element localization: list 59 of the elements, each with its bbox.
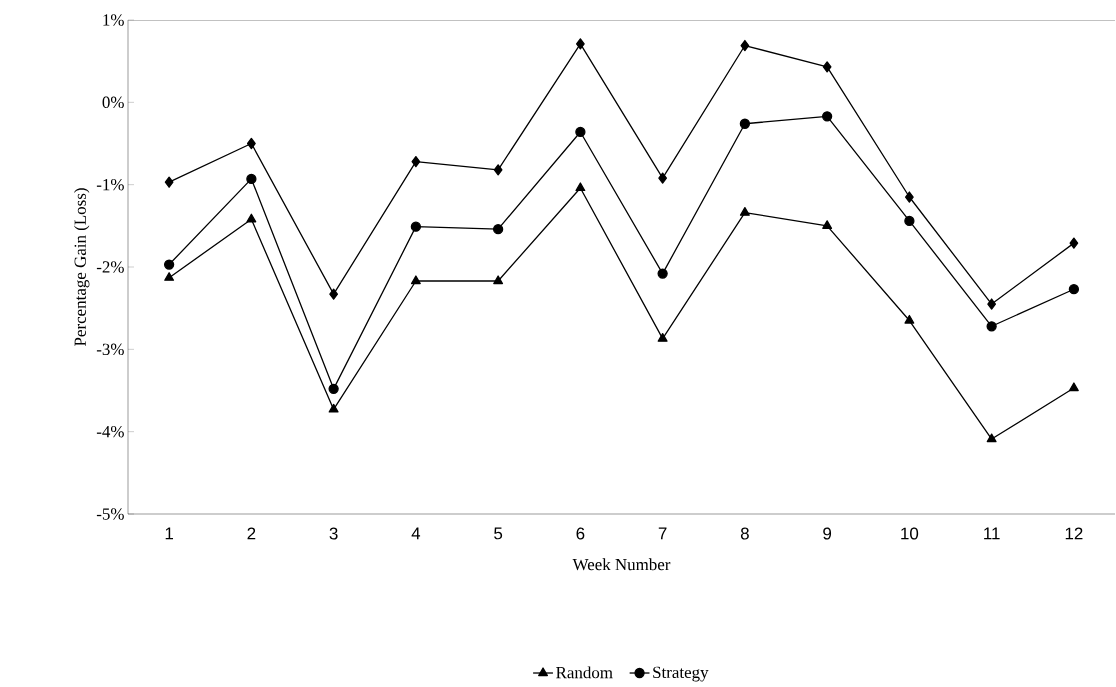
x-tick-label: 7 [658, 527, 667, 540]
point [657, 268, 668, 279]
point [164, 176, 174, 188]
point [328, 383, 339, 394]
y-tick-label: -5% [96, 508, 124, 520]
point [410, 221, 422, 232]
point [163, 259, 175, 270]
x-tick-label: 8 [740, 527, 749, 540]
x-tick-label: 11 [984, 527, 1000, 540]
point [739, 118, 751, 129]
legend-label: Random [556, 666, 613, 679]
point [164, 272, 175, 281]
point [822, 220, 833, 229]
point [822, 61, 832, 73]
point [1068, 284, 1080, 295]
x-tick-label: 10 [901, 527, 919, 540]
point [575, 38, 585, 50]
point [329, 288, 339, 300]
y-tick-label: -1% [96, 178, 124, 191]
y-tick-label: -4% [96, 425, 124, 438]
point [575, 182, 586, 192]
y-tick-label: 0% [102, 96, 124, 109]
y-tick-label: 1% [103, 14, 124, 26]
point [1069, 237, 1079, 249]
point [492, 223, 504, 235]
point [658, 172, 668, 184]
point [493, 164, 503, 176]
point [739, 207, 750, 216]
point [575, 126, 586, 138]
point [904, 215, 915, 227]
point [740, 39, 750, 52]
y-tick-label: -2% [96, 261, 124, 273]
x-tick-label: 2 [247, 527, 256, 540]
x-tick-label: 6 [576, 527, 585, 540]
point [246, 137, 256, 150]
point [904, 314, 915, 324]
point [657, 332, 668, 342]
x-tick-label: 12 [1065, 527, 1083, 540]
point [986, 321, 997, 332]
x-tick-label: 5 [494, 527, 503, 540]
point [904, 191, 914, 203]
point [246, 213, 257, 223]
x-tick-label: 3 [329, 527, 338, 540]
x-axis-title: Week Number [572, 558, 671, 571]
point [411, 155, 421, 168]
point [1068, 382, 1079, 392]
point [987, 298, 997, 310]
point [493, 275, 504, 285]
y-tick-label: -3% [96, 343, 124, 356]
x-tick-label: 9 [823, 527, 832, 540]
y-axis-title: Percentage Gain (Loss) [74, 188, 90, 346]
point [821, 111, 833, 122]
point [246, 173, 257, 185]
point [410, 275, 421, 285]
x-tick-label: 1 [165, 527, 174, 540]
legend-label: Strategy [653, 666, 709, 682]
point [328, 403, 339, 413]
x-tick-label: 4 [411, 527, 421, 540]
point [986, 433, 997, 443]
